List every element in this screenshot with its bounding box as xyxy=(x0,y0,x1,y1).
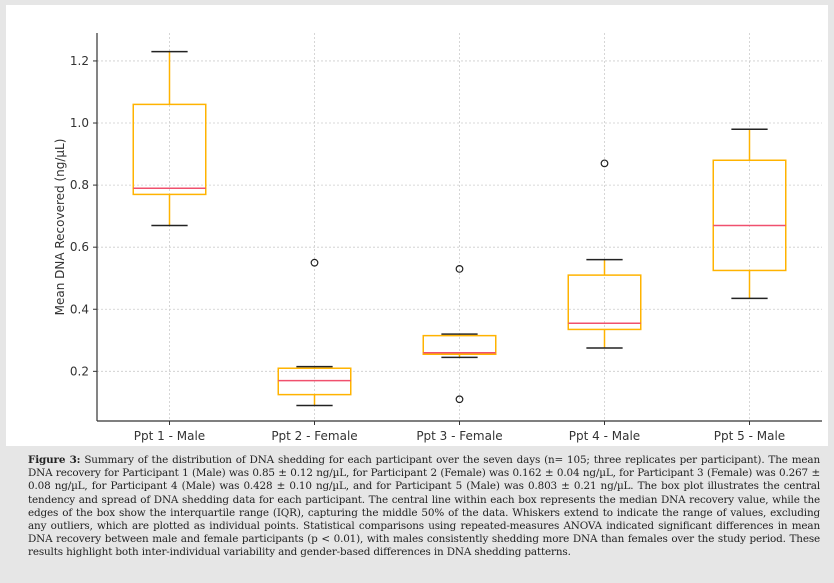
x-tick-label: Ppt 4 - Male xyxy=(569,429,640,443)
outlier-point xyxy=(455,265,464,273)
y-tick-label: 0.8 xyxy=(70,178,89,192)
iqr-box xyxy=(422,334,497,356)
box-group xyxy=(567,159,642,349)
x-tick-label: Ppt 1 - Male xyxy=(134,429,205,443)
iqr-box xyxy=(132,103,207,196)
y-tick-label: 0.6 xyxy=(70,240,89,254)
x-tick-label: Ppt 5 - Male xyxy=(714,429,785,443)
box-plot-chart: 0.2 0.4 0.6 0.8 1.0 1.2 Ppt 1 - Male Ppt 2 - Fe… xyxy=(53,33,822,443)
box-group xyxy=(277,258,352,407)
figure-caption: Figure 3: Summary of the distribution of… xyxy=(28,454,820,560)
y-tick-label: 0.4 xyxy=(70,302,89,316)
iqr-box xyxy=(712,159,787,272)
x-tick-label: Ppt 3 - Female xyxy=(416,429,502,443)
outlier-point xyxy=(310,258,319,267)
iqr-box xyxy=(277,367,352,396)
box-group xyxy=(422,265,497,404)
y-tick-label: 1.2 xyxy=(70,54,89,68)
outlier-point xyxy=(600,159,609,168)
figure-card: 0.2 0.4 0.6 0.8 1.0 1.2 Ppt 1 - Male Ppt 2 - Fe… xyxy=(6,5,828,446)
y-tick-label: 0.2 xyxy=(70,364,89,378)
boxes-layer xyxy=(132,50,787,407)
caption-label: Figure 3: xyxy=(28,454,81,466)
outlier-point xyxy=(455,395,464,404)
y-axis-title: Mean DNA Recovered (ng/µL) xyxy=(53,139,67,316)
y-tick-label: 1.0 xyxy=(70,116,89,130)
box-group xyxy=(712,128,787,300)
caption-text: Summary of the distribution of DNA shedd… xyxy=(28,454,820,559)
x-tick-label: Ppt 2 - Female xyxy=(271,429,357,443)
iqr-box xyxy=(567,274,642,331)
axes-layer: 0.2 0.4 0.6 0.8 1.0 1.2 Ppt 1 - Male Ppt 2 - Fe… xyxy=(70,33,822,443)
box-group xyxy=(132,50,207,227)
